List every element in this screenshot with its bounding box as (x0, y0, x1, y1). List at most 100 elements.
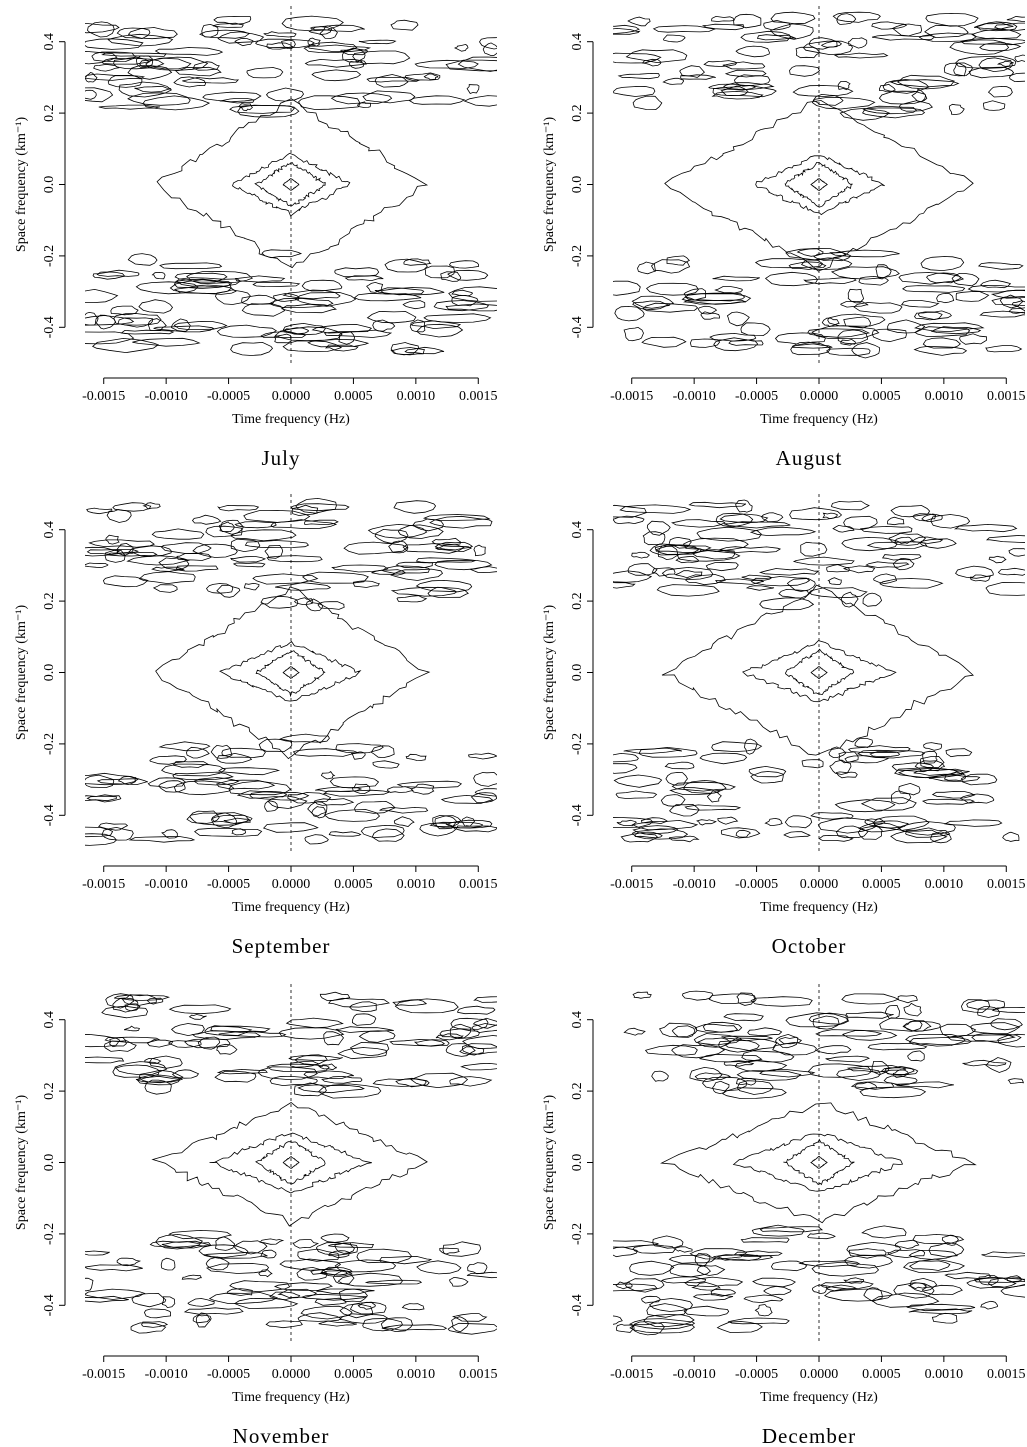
contour-blob (138, 57, 192, 70)
contour-blob (800, 257, 853, 270)
contour-blob (211, 814, 253, 824)
y-tick-label: 0.2 (570, 1082, 585, 1100)
contour-blob (613, 85, 656, 97)
contour-blob (860, 797, 917, 811)
contour-blob (172, 761, 210, 768)
x-tick-label: 0.0015 (987, 877, 1025, 892)
contour-blob (460, 1062, 497, 1071)
y-tick-label: 0.2 (570, 104, 585, 122)
contour-blob (867, 1042, 928, 1051)
contour-blob (908, 1250, 959, 1260)
contour-blob (230, 538, 261, 553)
contour-blob (980, 1300, 998, 1310)
contour-blob (429, 515, 493, 529)
contour-blob (832, 11, 881, 23)
contour-blob (979, 42, 1022, 52)
contour (156, 98, 429, 269)
contour-blob (723, 521, 791, 529)
contour-blob (261, 249, 303, 259)
contour-blob (374, 528, 409, 544)
contour-blob (206, 1263, 270, 1274)
contour-blob (192, 543, 238, 558)
contour-blob (278, 733, 330, 743)
contour-blob (193, 827, 263, 837)
contour-blob (954, 55, 1017, 69)
contour-blob (830, 500, 870, 511)
contour-blob (471, 1023, 497, 1033)
contour-blob (701, 1076, 748, 1092)
contour-blob (354, 800, 396, 814)
contour-blob (750, 996, 813, 1007)
contour-blob (282, 322, 327, 336)
contour-blob (173, 278, 233, 289)
contour-blob (824, 1288, 893, 1302)
contour-blob (717, 816, 739, 825)
contour-blob (127, 65, 173, 80)
x-tick-label: 0.0010 (925, 877, 964, 892)
contour (755, 155, 885, 216)
contour-blob (744, 738, 758, 755)
y-tick-label: 0.2 (42, 1082, 57, 1100)
contour-blob (192, 1314, 212, 1324)
contour-blob (468, 566, 497, 573)
contour-blob (96, 269, 140, 277)
contour-blob (697, 1037, 732, 1048)
contour-blob (632, 95, 663, 111)
contour-blob (801, 759, 824, 769)
contour-blob (770, 1260, 808, 1272)
contour-blob (997, 567, 1025, 576)
contour-blob (85, 1264, 143, 1272)
x-tick-label: -0.0010 (145, 389, 188, 404)
contour-blob (825, 1055, 870, 1063)
contour-blob (211, 812, 237, 829)
contour-blob (894, 536, 914, 544)
contour-blob (98, 822, 129, 831)
contour-blob (149, 755, 187, 765)
contour-blob (285, 1017, 344, 1029)
contour-blob (660, 1276, 707, 1284)
contour-blob (861, 1225, 907, 1239)
contour-blob (758, 568, 820, 576)
contour-blob (202, 91, 262, 103)
contour-blob (405, 753, 427, 762)
contour-blob (128, 545, 172, 557)
contour-blob (173, 320, 228, 330)
contour-blob (668, 1254, 717, 1264)
contour-blob (390, 19, 419, 31)
contour-blob (374, 287, 425, 296)
contour-blob (85, 87, 114, 103)
contour-blob (351, 1013, 377, 1026)
contour-blob (959, 333, 987, 345)
contour-blob (353, 580, 380, 588)
contour-blob (646, 520, 671, 536)
contour-blob (182, 76, 240, 84)
contour-blob (330, 92, 393, 105)
contour-blob (93, 63, 120, 72)
contour-blob (343, 541, 408, 555)
contour-blob (918, 32, 978, 42)
contour-blob (183, 1307, 244, 1315)
contour-blob (1011, 300, 1025, 309)
contour-blob (149, 1240, 211, 1249)
contour-blob (728, 339, 764, 346)
contour-blob (987, 85, 1013, 98)
contour-blob (660, 794, 686, 807)
contour-blob (328, 1242, 375, 1249)
contour-blob (414, 59, 479, 69)
contour-blob (798, 1260, 861, 1268)
contour-blob (650, 259, 691, 274)
contour-blob (666, 255, 690, 266)
contour-blob (404, 72, 441, 81)
contour-blob (358, 1030, 396, 1043)
contour (742, 640, 897, 703)
y-axis-label: Space frequency (km⁻¹) (542, 1095, 557, 1231)
contour-blob (319, 991, 351, 1001)
contour-blob (662, 77, 685, 85)
contour-blob (632, 991, 652, 999)
contour-blob (353, 292, 422, 302)
contour-blob (231, 828, 247, 836)
contour-blob (427, 586, 469, 598)
contour-blob (85, 89, 97, 100)
contour-blob (949, 39, 1010, 56)
contour-blob (474, 788, 497, 797)
